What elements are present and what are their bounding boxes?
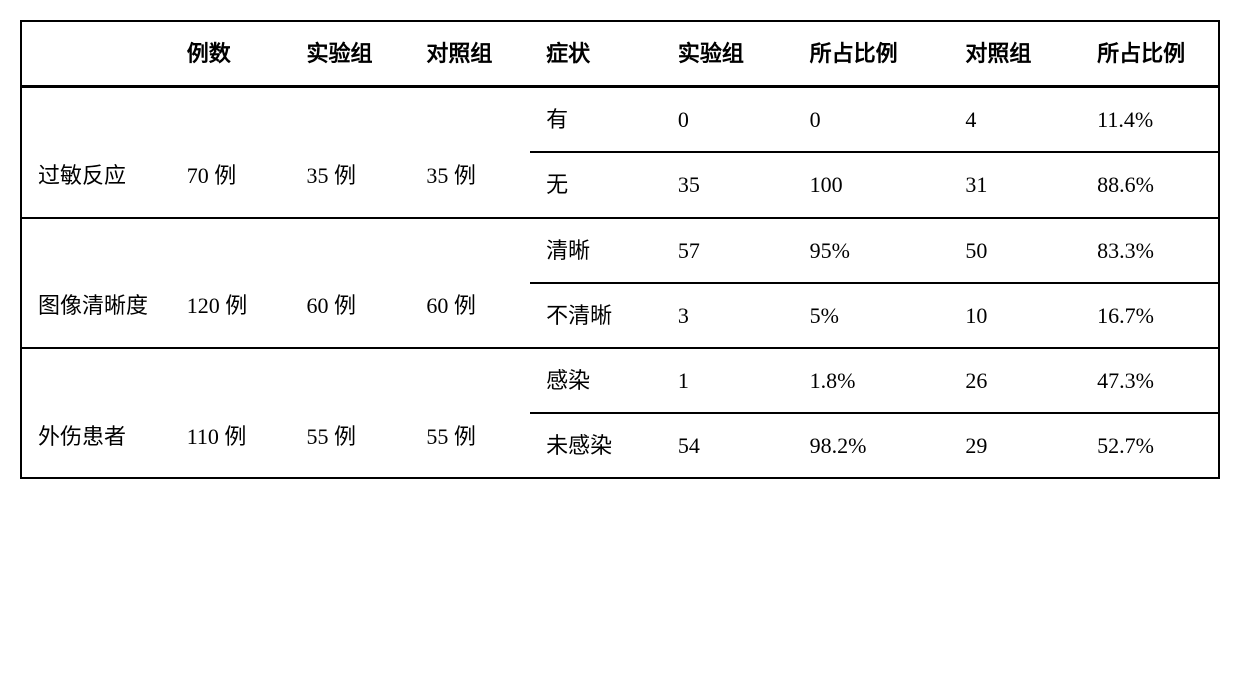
cell-exp-val: 0 xyxy=(662,87,794,153)
cell-ctrl-val: 10 xyxy=(949,283,1081,348)
cell-exp-val: 35 xyxy=(662,152,794,217)
col-header-ctrl: 对照组 xyxy=(410,21,530,87)
row-label: 外伤患者 xyxy=(21,348,171,478)
cell-symptom: 未感染 xyxy=(530,413,662,478)
cell-ctrl-pct: 47.3% xyxy=(1081,348,1219,413)
col-header-exp: 实验组 xyxy=(291,21,411,87)
cell-ctrl-pct: 16.7% xyxy=(1081,283,1219,348)
cell-exp-val: 54 xyxy=(662,413,794,478)
data-table-container: 例数 实验组 对照组 症状 实验组 所占比例 对照组 所占比例 过敏反应 70 … xyxy=(20,20,1220,479)
cell-symptom: 清晰 xyxy=(530,218,662,283)
table-header-row: 例数 实验组 对照组 症状 实验组 所占比例 对照组 所占比例 xyxy=(21,21,1219,87)
cell-ctrl-pct: 11.4% xyxy=(1081,87,1219,153)
col-header-ctrl-pct: 所占比例 xyxy=(1081,21,1219,87)
col-header-ctrl2: 对照组 xyxy=(949,21,1081,87)
cell-ctrl-val: 29 xyxy=(949,413,1081,478)
cell-cases: 70 例 xyxy=(171,87,291,218)
cell-exp-group: 60 例 xyxy=(291,218,411,348)
cell-cases: 120 例 xyxy=(171,218,291,348)
cell-ctrl-val: 31 xyxy=(949,152,1081,217)
cell-exp-group: 35 例 xyxy=(291,87,411,218)
table-row: 过敏反应 70 例 35 例 35 例 有 0 0 4 11.4% xyxy=(21,87,1219,153)
col-header-cases: 例数 xyxy=(171,21,291,87)
cell-exp-pct: 5% xyxy=(794,283,950,348)
cell-ctrl-val: 26 xyxy=(949,348,1081,413)
cell-exp-val: 57 xyxy=(662,218,794,283)
cell-ctrl-pct: 52.7% xyxy=(1081,413,1219,478)
cell-exp-pct: 95% xyxy=(794,218,950,283)
cell-exp-group: 55 例 xyxy=(291,348,411,478)
cell-symptom: 感染 xyxy=(530,348,662,413)
cell-exp-val: 1 xyxy=(662,348,794,413)
row-label: 图像清晰度 xyxy=(21,218,171,348)
cell-ctrl-group: 60 例 xyxy=(410,218,530,348)
col-header-blank xyxy=(21,21,171,87)
table-row: 外伤患者 110 例 55 例 55 例 感染 1 1.8% 26 47.3% xyxy=(21,348,1219,413)
cell-ctrl-group: 55 例 xyxy=(410,348,530,478)
col-header-exp-pct: 所占比例 xyxy=(794,21,950,87)
cell-symptom: 无 xyxy=(530,152,662,217)
col-header-exp2: 实验组 xyxy=(662,21,794,87)
cell-ctrl-val: 4 xyxy=(949,87,1081,153)
cell-ctrl-group: 35 例 xyxy=(410,87,530,218)
cell-exp-val: 3 xyxy=(662,283,794,348)
cell-exp-pct: 100 xyxy=(794,152,950,217)
data-table: 例数 实验组 对照组 症状 实验组 所占比例 对照组 所占比例 过敏反应 70 … xyxy=(20,20,1220,479)
cell-ctrl-pct: 88.6% xyxy=(1081,152,1219,217)
cell-exp-pct: 1.8% xyxy=(794,348,950,413)
col-header-symptom: 症状 xyxy=(530,21,662,87)
cell-exp-pct: 0 xyxy=(794,87,950,153)
cell-ctrl-val: 50 xyxy=(949,218,1081,283)
cell-cases: 110 例 xyxy=(171,348,291,478)
cell-exp-pct: 98.2% xyxy=(794,413,950,478)
cell-symptom: 有 xyxy=(530,87,662,153)
cell-ctrl-pct: 83.3% xyxy=(1081,218,1219,283)
cell-symptom: 不清晰 xyxy=(530,283,662,348)
table-row: 图像清晰度 120 例 60 例 60 例 清晰 57 95% 50 83.3% xyxy=(21,218,1219,283)
row-label: 过敏反应 xyxy=(21,87,171,218)
